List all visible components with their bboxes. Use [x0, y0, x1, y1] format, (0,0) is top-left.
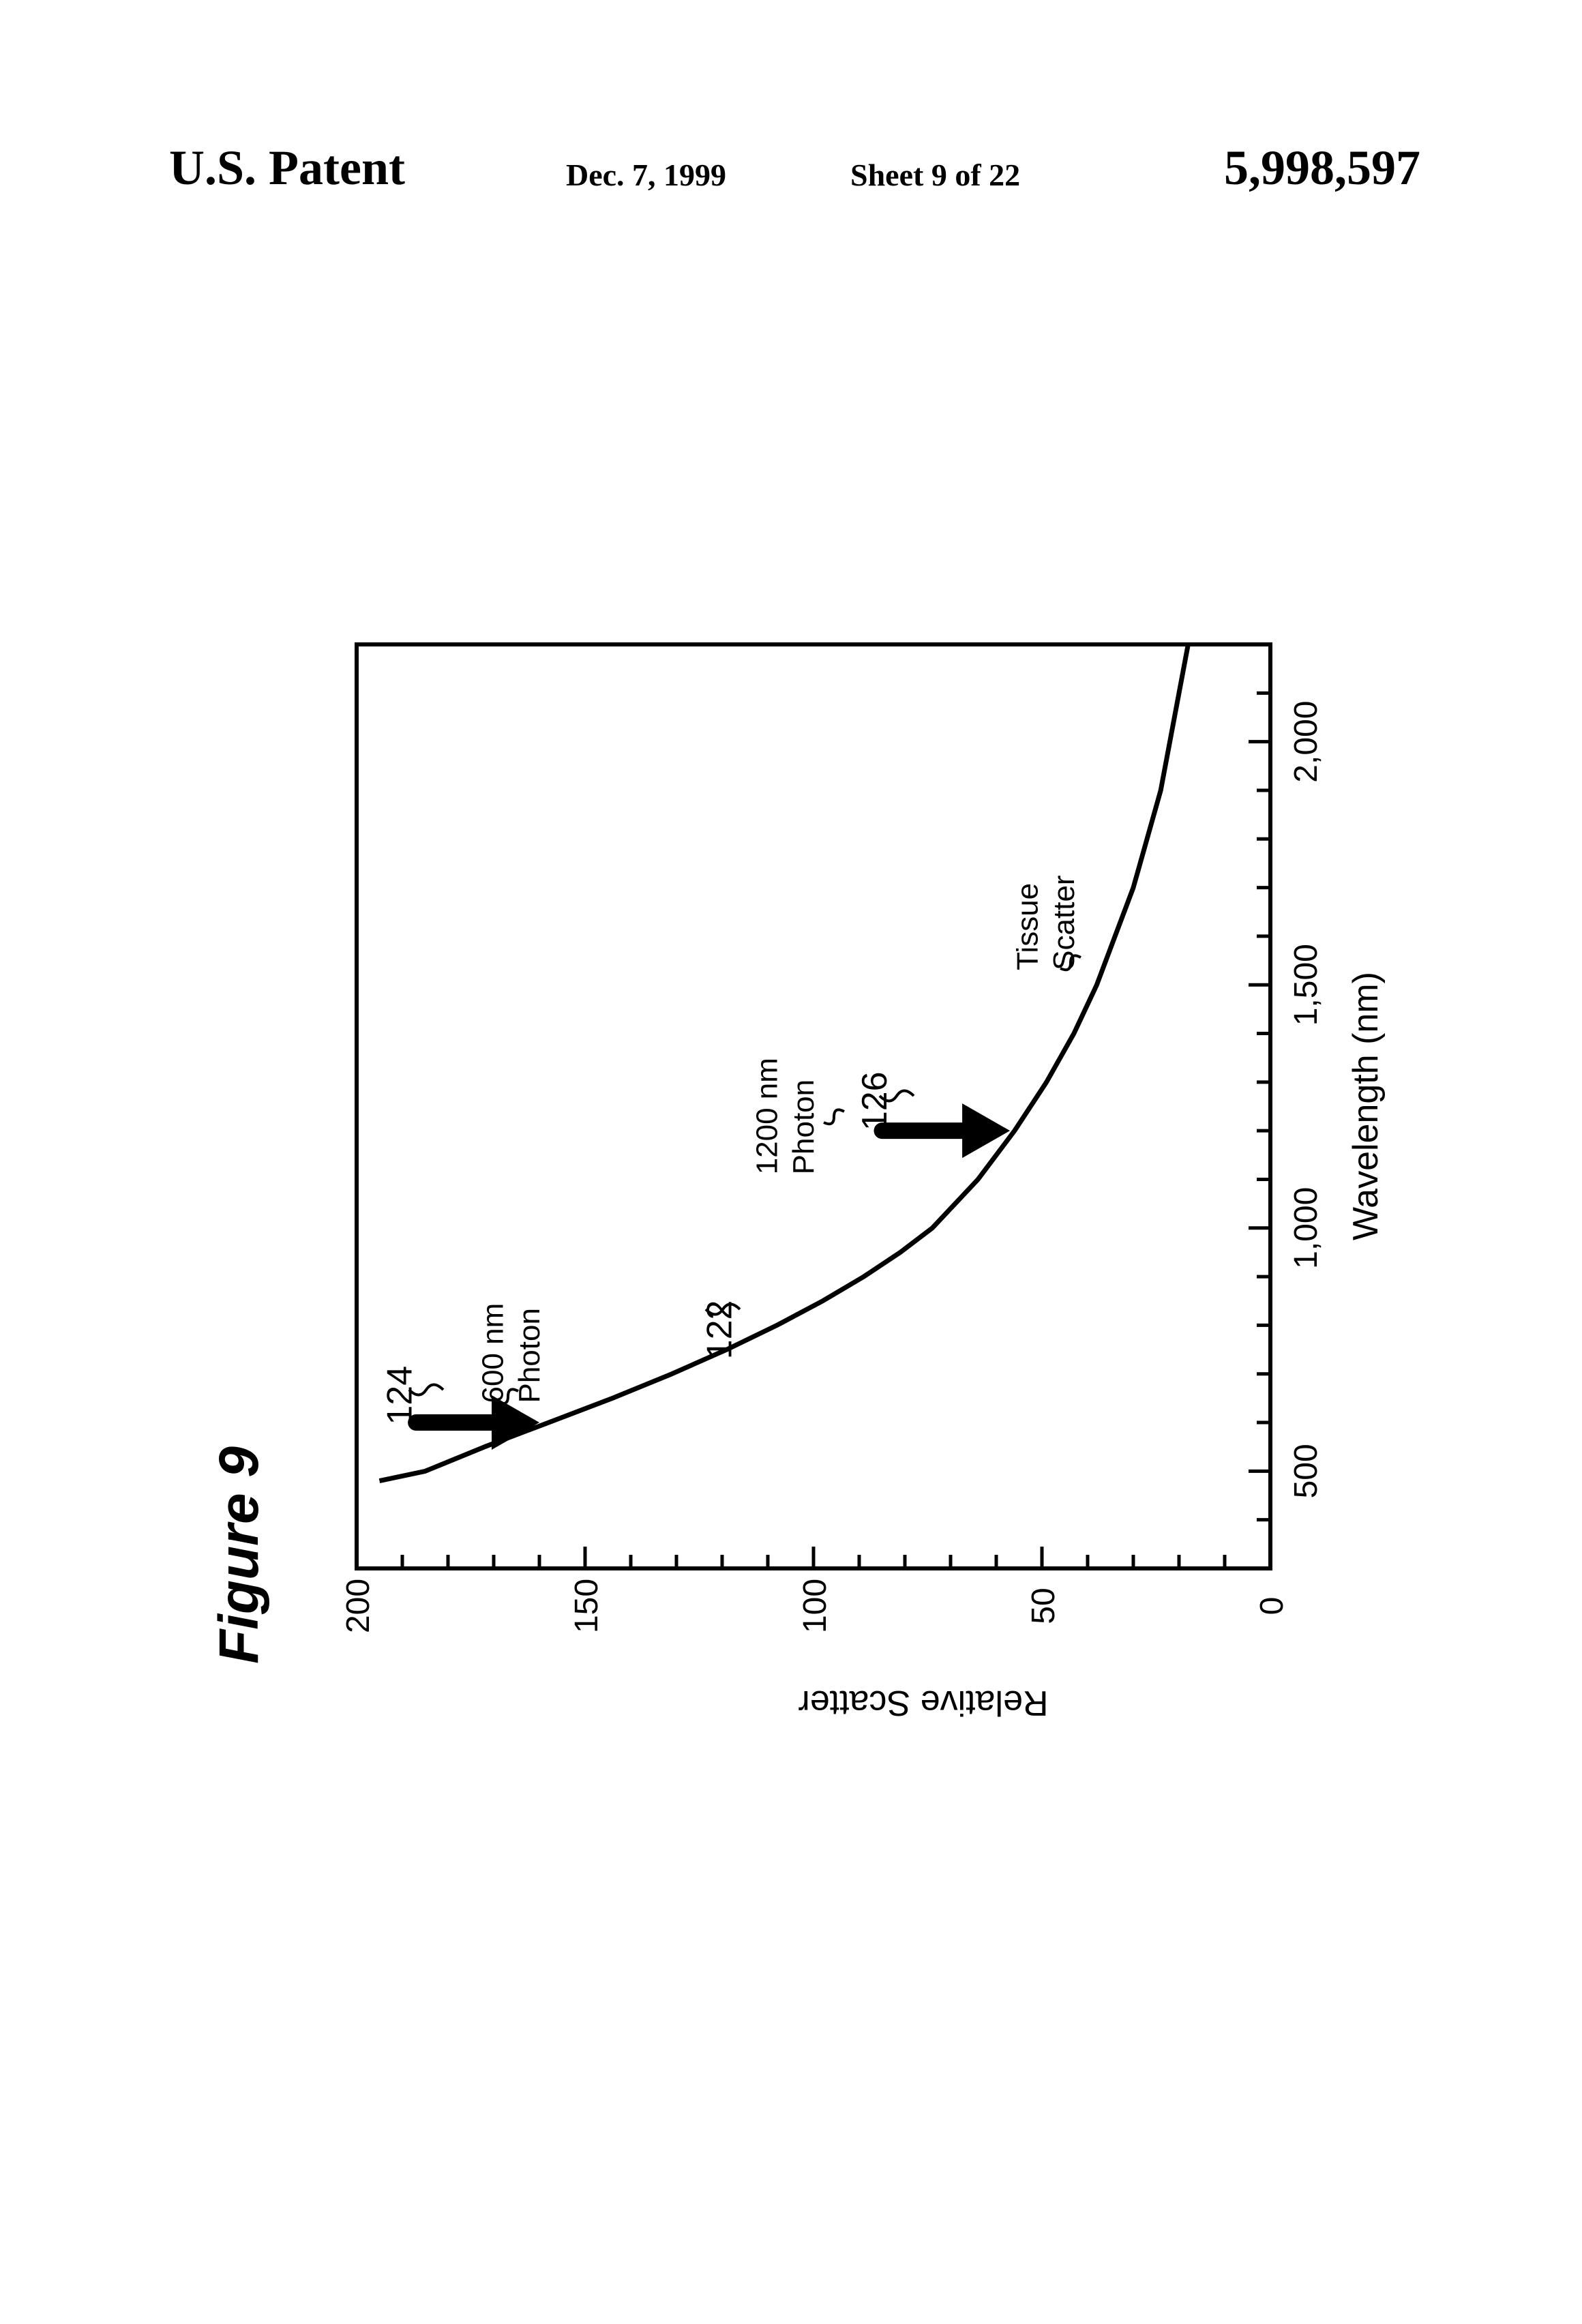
annotation-label: 600 nm — [476, 1303, 509, 1403]
y-tick-label: 200 — [340, 1579, 376, 1633]
tick-labels: 500 1,000 1,500 2,000 0 50 100 150 200 — [340, 701, 1324, 1633]
figure-title: Figure 9 — [208, 1446, 270, 1664]
annotation-label: Photon — [513, 1308, 546, 1403]
y-tick-label: 100 — [797, 1579, 833, 1633]
x-axis-title: Wavelength (nm) — [1346, 972, 1386, 1240]
annotation-label: 1200 nm — [750, 1058, 783, 1174]
annotation-label: 124 — [380, 1366, 419, 1425]
annotation-label: 126 — [855, 1071, 895, 1131]
y-tick-label: 50 — [1026, 1588, 1062, 1624]
y-tick-label: 0 — [1254, 1597, 1290, 1615]
y-tick-label: 150 — [569, 1579, 605, 1633]
x-tick-label: 500 — [1288, 1444, 1324, 1498]
x-tick-label: 2,000 — [1288, 701, 1324, 783]
x-tick-label: 1,500 — [1288, 944, 1324, 1026]
leader-1200nm — [824, 1109, 844, 1124]
annotation-label: Scatter — [1047, 875, 1081, 970]
annotation-label: Tissue — [1011, 883, 1044, 970]
x-tick-label: 1,000 — [1288, 1187, 1324, 1269]
arrow-1200nm — [882, 1103, 1011, 1158]
annotation-label: Photon — [787, 1079, 820, 1174]
annotation-label: 122 — [700, 1300, 739, 1360]
y-axis-title: Relative Scatter — [798, 1683, 1048, 1723]
